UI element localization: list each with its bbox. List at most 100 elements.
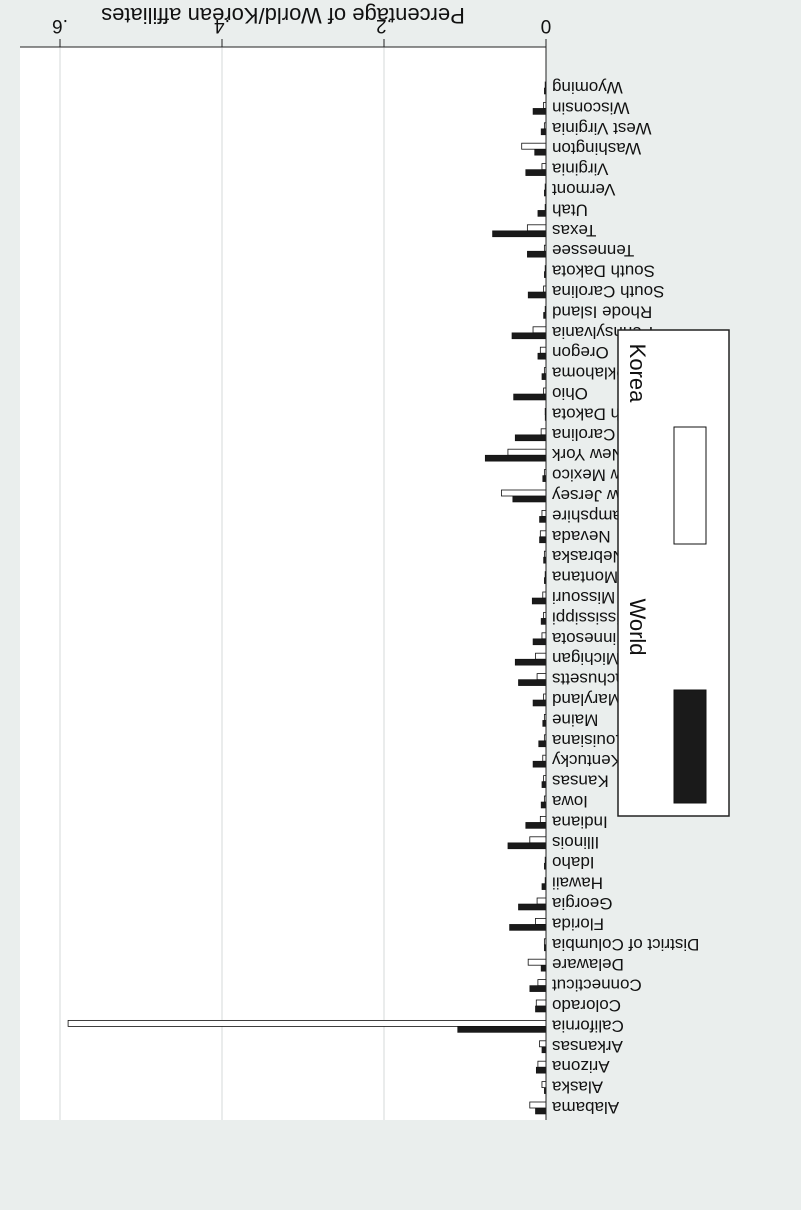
- bar-world: [537, 352, 547, 360]
- category-label: Arkansas: [552, 1037, 623, 1056]
- bar-korea: [539, 530, 547, 538]
- legend-label-world: World: [625, 598, 650, 655]
- x-tick-label: .6: [52, 15, 68, 36]
- category-label: District of Columbia: [551, 935, 699, 954]
- x-axis-ticks: 0 .2 .4 .6: [52, 15, 551, 47]
- legend-swatch-world: [673, 689, 707, 804]
- category-label: Florida: [551, 914, 604, 933]
- category-label: Texas: [552, 221, 596, 240]
- bar-korea: [501, 489, 547, 497]
- category-label: Virginia: [551, 160, 608, 179]
- bar-world: [529, 985, 547, 992]
- bar-korea: [535, 999, 547, 1007]
- category-label: Maryland: [552, 690, 622, 709]
- category-label: South Dakota: [551, 262, 655, 281]
- category-label: Kansas: [552, 772, 609, 791]
- gridlines: [59, 47, 385, 1120]
- bar-world: [539, 536, 547, 544]
- category-label: Tennessee: [552, 241, 634, 260]
- category-label: Washington: [552, 139, 641, 158]
- bar-world: [514, 434, 547, 442]
- bar-world: [511, 332, 547, 340]
- bar-world: [527, 250, 547, 258]
- bar-world: [535, 1107, 547, 1115]
- category-label: Illinois: [552, 833, 599, 852]
- category-label: Nevada: [551, 527, 610, 546]
- category-label: Louisiana: [551, 731, 624, 750]
- x-tick-label: .4: [214, 15, 230, 36]
- bar-world: [532, 108, 547, 115]
- category-label: California: [551, 1016, 623, 1035]
- bar-world: [518, 903, 547, 911]
- bar-world: [541, 883, 547, 890]
- category-label: Minnesota: [551, 629, 630, 648]
- category-label: Wyoming: [552, 78, 623, 97]
- bar-korea: [541, 1081, 547, 1088]
- category-label: Colorado: [552, 996, 621, 1015]
- bar-world: [527, 291, 547, 299]
- bar-korea: [539, 346, 547, 354]
- category-label: Arizona: [551, 1057, 609, 1076]
- category-label: Oklahoma: [551, 364, 629, 383]
- x-axis-title: Percentage of World/Korean affiliates: [101, 3, 465, 28]
- category-label: West Virginia: [551, 119, 651, 138]
- bar-world: [484, 454, 547, 462]
- bar-world: [512, 495, 547, 503]
- category-labels: AlabamaAlaskaArizonaArkansasCaliforniaCo…: [551, 78, 699, 1117]
- bar-korea: [541, 632, 547, 640]
- bar-korea: [541, 163, 547, 170]
- bar-korea: [536, 897, 547, 905]
- category-label: Alaska: [551, 1078, 603, 1097]
- category-label: South Carolina: [551, 282, 664, 301]
- category-label: Utah: [552, 200, 588, 219]
- bar-world: [492, 230, 547, 238]
- bar-world: [507, 842, 547, 850]
- category-label: Maine: [552, 710, 598, 729]
- category-label: New York: [552, 445, 624, 464]
- bar-world: [518, 679, 547, 686]
- bar-korea: [67, 1019, 547, 1027]
- bar-korea: [539, 815, 547, 823]
- category-label: Mississippi: [552, 608, 634, 627]
- bar-world: [537, 210, 547, 217]
- bar-korea: [529, 1101, 547, 1109]
- category-label: Georgia: [551, 894, 612, 913]
- bar-world: [525, 169, 547, 176]
- bar-korea: [537, 1060, 547, 1068]
- bar-world: [535, 1005, 547, 1013]
- category-label: Missouri: [552, 588, 615, 607]
- legend-swatch-korea: [673, 426, 707, 545]
- bar-world: [540, 128, 547, 136]
- bar-korea: [535, 652, 547, 660]
- bar-world: [541, 373, 547, 380]
- bar-korea: [521, 142, 547, 150]
- bar-world: [532, 638, 547, 646]
- bar-world: [525, 822, 547, 829]
- bar-world: [540, 618, 547, 625]
- category-label: Idaho: [552, 853, 595, 872]
- bar-world: [532, 760, 547, 768]
- bar-world: [513, 393, 547, 401]
- category-label: Indiana: [551, 812, 607, 831]
- bar-korea: [536, 673, 547, 680]
- category-label: Montana: [551, 568, 618, 587]
- bar-korea: [540, 428, 547, 436]
- bar-korea: [537, 979, 547, 987]
- bar-world: [541, 1046, 547, 1054]
- bar-world: [538, 740, 547, 748]
- category-label: Wisconsin: [552, 98, 629, 117]
- bar-world: [457, 1026, 547, 1033]
- bar-world: [540, 801, 547, 809]
- category-label: Michigan: [552, 649, 620, 668]
- bar-world: [540, 964, 547, 972]
- bar-world: [541, 781, 547, 788]
- bar-world: [509, 924, 547, 931]
- bar-korea: [529, 836, 547, 844]
- bar-world: [531, 597, 547, 605]
- plot-background: [20, 47, 546, 1120]
- bar-korea: [541, 510, 547, 517]
- category-label: Iowa: [551, 792, 587, 811]
- bar-world: [534, 148, 547, 156]
- bar-world: [514, 658, 547, 666]
